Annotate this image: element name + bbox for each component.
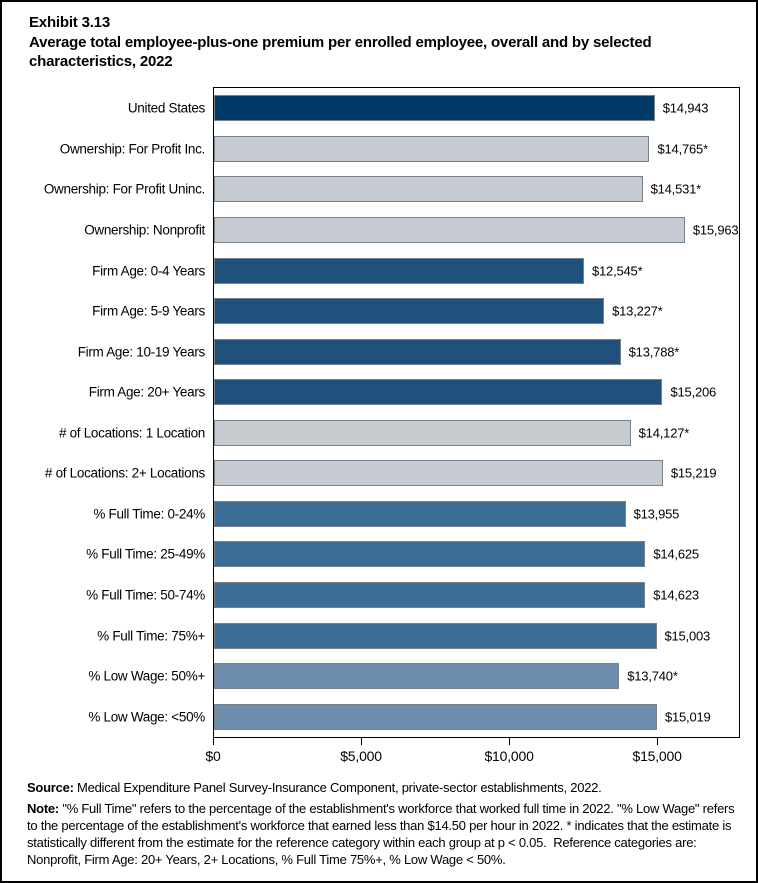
category-label: United States [127,100,205,116]
source-label: Source: [27,780,74,795]
bar-row: Ownership: For Profit Uninc. $14,531* [44,169,739,210]
category-label: Firm Age: 5-9 Years [92,303,205,319]
bar-row: # of Locations: 2+ Locations $15,219 [45,453,739,494]
chart-title: Average total employee-plus-one premium … [29,34,652,70]
bar [214,582,646,609]
bar-row: % Full Time: 25-49% $14,625 [86,534,739,575]
bar [214,338,621,365]
bar-row: Ownership: For Profit Inc. $14,765* [60,129,739,170]
bar-row: % Full Time: 0-24% $13,955 [93,494,739,535]
source-note: Source: Medical Expenditure Panel Survey… [27,779,741,796]
category-label: Ownership: Nonprofit [84,222,205,238]
category-label: % Low Wage: 50%+ [88,668,205,684]
bar [214,298,605,325]
bar [214,95,655,122]
value-label: $14,943 [662,100,709,116]
value-label: $14,765* [657,141,708,157]
bar [214,419,631,446]
exhibit-number: Exhibit 3.13 [29,14,110,31]
bar-row: % Full Time: 75%+ $15,003 [97,615,739,656]
category-label: Ownership: For Profit Uninc. [43,181,205,197]
x-axis-tick-label: $15,000 [632,748,682,764]
value-label: $15,219 [670,465,717,481]
bar [214,460,663,487]
category-label: # of Locations: 2+ Locations [44,465,205,481]
value-label: $14,127* [638,425,690,441]
value-label: $15,003 [664,628,711,644]
note-label: Note: [27,801,59,816]
category-label: % Full Time: 0-24% [93,506,205,522]
footer-notes: Source: Medical Expenditure Panel Survey… [27,779,741,872]
bar [214,257,584,284]
value-label: $15,206 [670,384,717,400]
bar-row: United States $14,943 [128,88,739,129]
value-label: $13,955 [633,506,680,522]
category-label: Firm Age: 0-4 Years [92,263,205,279]
category-label: # of Locations: 1 Location [58,425,205,441]
value-label: $13,227* [612,303,663,319]
category-label: Ownership: For Profit Inc. [59,141,206,157]
x-axis-tick-mark [657,738,659,745]
x-axis-tick-label: $10,000 [484,748,534,764]
value-label: $13,788* [628,344,680,360]
category-label: % Full Time: 50-74% [86,587,205,603]
bar [214,500,626,527]
value-label: $12,545* [592,263,643,279]
value-label: $14,625 [653,546,699,562]
methods-note: Note: "% Full Time" refers to the percen… [27,800,741,868]
bar-row: Firm Age: 10-19 Years $13,788* [78,331,739,372]
bar-row: % Low Wage: 50%+ $13,740* [88,656,739,697]
category-label: Firm Age: 10-19 Years [77,344,206,360]
bar [214,541,646,568]
category-label: % Full Time: 25-49% [86,546,205,562]
x-axis-tick-mark [213,738,214,745]
bar [214,216,685,243]
value-label: $14,531* [650,181,702,197]
category-label: % Low Wage: <50% [88,709,205,725]
value-label: $15,963 [692,222,739,238]
x-axis-tick-label: $5,000 [340,748,382,764]
bar [214,703,657,730]
x-axis-tick-label: $0 [205,748,221,764]
bar [214,379,663,406]
bar [214,622,657,649]
x-axis: $0 $5,000 $10,000 $15,000 [205,738,740,778]
bars-container: United States $14,943 Ownership: For Profi… [44,88,739,737]
bar-row: # of Locations: 1 Location $14,127* [59,413,739,454]
value-label: $15,019 [664,709,711,725]
x-axis-tick-mark [361,738,363,745]
category-label: Firm Age: 20+ Years [88,384,206,400]
bar [214,135,650,162]
category-label: % Full Time: 75%+ [97,628,205,644]
bar [214,176,643,203]
bar-row: Firm Age: 20+ Years $15,206 [89,372,739,413]
bar-row: Firm Age: 5-9 Years $13,227* [92,291,739,332]
value-label: $14,623 [653,587,699,603]
bar [214,663,620,690]
bar-row: % Low Wage: <50% $15,019 [88,696,739,737]
value-label: $13,740* [627,668,678,684]
source-text: Medical Expenditure Panel Survey-Insuran… [73,780,602,795]
bar-row: Firm Age: 0-4 Years $12,545* [92,250,739,291]
x-axis-tick-mark [509,738,511,745]
title-block: Exhibit 3.13 Average total employee-plus… [29,13,735,71]
bar-row: Ownership: Nonprofit $15,963 [84,210,739,251]
plot-area: United States $14,943 Ownership: For Profi… [44,87,740,738]
note-text: "% Full Time" refers to the percentage o… [27,801,738,867]
bar-row: % Full Time: 50-74% $14,623 [86,575,739,616]
